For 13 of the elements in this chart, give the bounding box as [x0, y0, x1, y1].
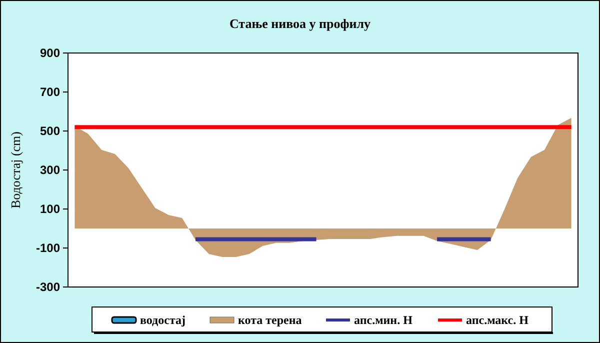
- y-tick-label: -300: [36, 280, 60, 294]
- legend-label: кота терена: [238, 313, 302, 328]
- y-tick-label: 900: [40, 46, 60, 60]
- legend-label: апс.мин. Н: [354, 313, 414, 328]
- y-tick-label: 500: [40, 124, 60, 138]
- legend-label: водостај: [140, 313, 186, 328]
- y-tick-label: -100: [36, 241, 60, 256]
- legend-label: апс.макс. Н: [466, 313, 530, 328]
- y-tick-label: 700: [40, 85, 60, 100]
- chart-title: Стање нивоа у профилу: [229, 16, 372, 31]
- y-axis-title: Водостај (cm): [8, 131, 23, 209]
- y-tick-label: 300: [40, 163, 60, 178]
- y-tick-label: 100: [40, 202, 60, 216]
